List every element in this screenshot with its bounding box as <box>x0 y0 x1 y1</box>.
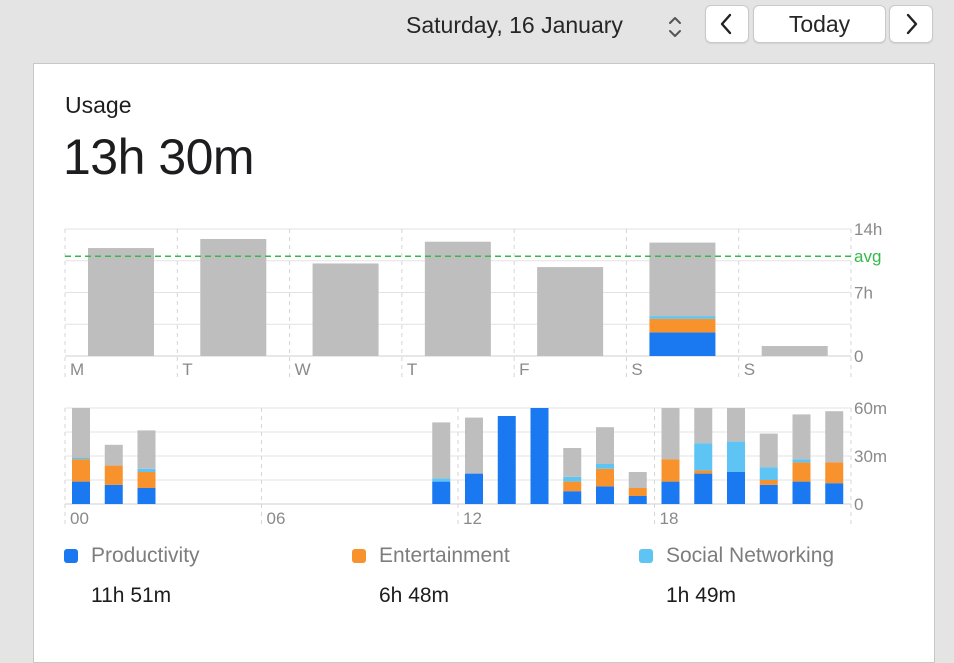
hour-bar-segment <box>628 472 647 488</box>
hour-bar-segment <box>825 462 844 484</box>
hour-bar-segment <box>759 467 778 480</box>
hour-bar-segment <box>563 481 582 492</box>
hour-bar-segment <box>104 465 123 485</box>
day-label: S <box>631 360 642 379</box>
day-bar-segment <box>424 241 491 356</box>
hour-bar-segment <box>727 408 745 442</box>
hour-bar-segment <box>661 459 680 482</box>
hour-bar-segment <box>72 481 90 504</box>
hour-bar-segment <box>137 468 156 472</box>
usage-total: 13h 30m <box>63 129 255 185</box>
hour-bar-segment <box>792 481 811 504</box>
day-label: T <box>182 360 192 379</box>
hour-bar-segment <box>727 441 745 472</box>
chevron-right-icon <box>906 13 918 35</box>
hour-bar-segment <box>563 491 582 504</box>
hour-bar-segment <box>596 468 614 487</box>
hour-tick-label: 12 <box>463 509 482 524</box>
hour-bar-segment <box>432 481 451 504</box>
hour-bar-segment <box>465 473 483 504</box>
hour-bar-segment <box>694 470 713 474</box>
day-label: M <box>70 360 84 379</box>
hour-bar-segment <box>72 408 90 458</box>
up-down-chevron-icon[interactable] <box>664 13 686 41</box>
legend-value: 6h 48m <box>379 584 450 607</box>
hour-bar-segment <box>563 448 582 477</box>
legend-name: Productivity <box>91 544 200 567</box>
hour-bar-segment <box>137 472 156 488</box>
day-bar-segment <box>312 263 379 356</box>
hour-bar-segment <box>596 464 614 469</box>
day-bar-segment <box>649 332 716 356</box>
legend-value: 11h 51m <box>91 584 172 607</box>
hour-bar-segment <box>825 411 844 463</box>
hour-bar-segment <box>628 496 647 504</box>
day-bar-segment <box>649 242 716 317</box>
day-bar-segment <box>649 316 716 319</box>
y-tick-label: 14h <box>854 220 882 239</box>
y-tick-label: 60m <box>854 399 887 418</box>
hour-bar-segment <box>628 488 647 496</box>
chevron-left-icon <box>720 13 732 35</box>
day-bar-segment <box>537 267 604 356</box>
hour-bar-segment <box>759 484 778 504</box>
next-day-button[interactable] <box>889 5 933 43</box>
y-tick-label: 0 <box>854 347 863 366</box>
hour-bar-segment <box>530 408 549 504</box>
day-bar-segment <box>761 346 828 356</box>
day-label: T <box>407 360 417 379</box>
hour-tick-label: 06 <box>267 509 286 524</box>
legend-name: Entertainment <box>379 544 510 567</box>
hour-bar-segment <box>72 457 90 460</box>
y-tick-label: 0 <box>854 495 863 514</box>
day-bar-segment <box>200 238 267 356</box>
today-button[interactable]: Today <box>753 5 886 43</box>
entertainment-swatch <box>352 549 366 563</box>
hour-bar-segment <box>432 478 451 482</box>
day-bar-segment <box>649 318 716 333</box>
legend-value: 1h 49m <box>666 584 737 607</box>
hour-bar-segment <box>104 484 123 504</box>
hour-bar-segment <box>596 486 614 504</box>
hour-bar-segment <box>792 414 811 460</box>
hour-bar-segment <box>792 459 811 463</box>
hour-bar-segment <box>759 433 778 468</box>
hour-bar-segment <box>792 462 811 482</box>
date-label[interactable]: Saturday, 16 January <box>406 12 623 38</box>
hour-bar-segment <box>661 408 680 460</box>
hour-bar-segment <box>825 483 844 504</box>
hour-bar-segment <box>694 408 713 444</box>
hour-bar-segment <box>104 444 123 466</box>
previous-day-button[interactable] <box>705 5 749 43</box>
hour-tick-label: 18 <box>660 509 679 524</box>
hour-bar-segment <box>465 417 483 474</box>
hour-bar-segment <box>759 480 778 485</box>
average-label: avg <box>854 247 881 266</box>
hour-bar-segment <box>694 473 713 504</box>
hour-bar-segment <box>497 416 516 504</box>
hour-bar-segment <box>432 422 451 479</box>
day-label: F <box>519 360 529 379</box>
hour-bar-segment <box>727 472 745 504</box>
day-label: S <box>744 360 755 379</box>
hour-bar-segment <box>563 476 582 482</box>
hour-bar-segment <box>596 427 614 464</box>
social-networking-swatch <box>639 549 653 563</box>
y-tick-label: 7h <box>854 284 873 303</box>
hour-bar-segment <box>137 488 156 504</box>
hour-bar-segment <box>694 443 713 471</box>
day-bar-segment <box>88 248 154 356</box>
legend-name: Social Networking <box>666 544 835 567</box>
productivity-swatch <box>64 549 78 563</box>
hour-tick-label: 00 <box>70 509 89 524</box>
hour-bar-segment <box>137 430 156 469</box>
hour-bar-segment <box>661 481 680 504</box>
y-tick-label: 30m <box>854 447 887 466</box>
day-label: W <box>295 360 311 379</box>
hour-bar-segment <box>72 459 90 482</box>
usage-label: Usage <box>65 92 132 118</box>
